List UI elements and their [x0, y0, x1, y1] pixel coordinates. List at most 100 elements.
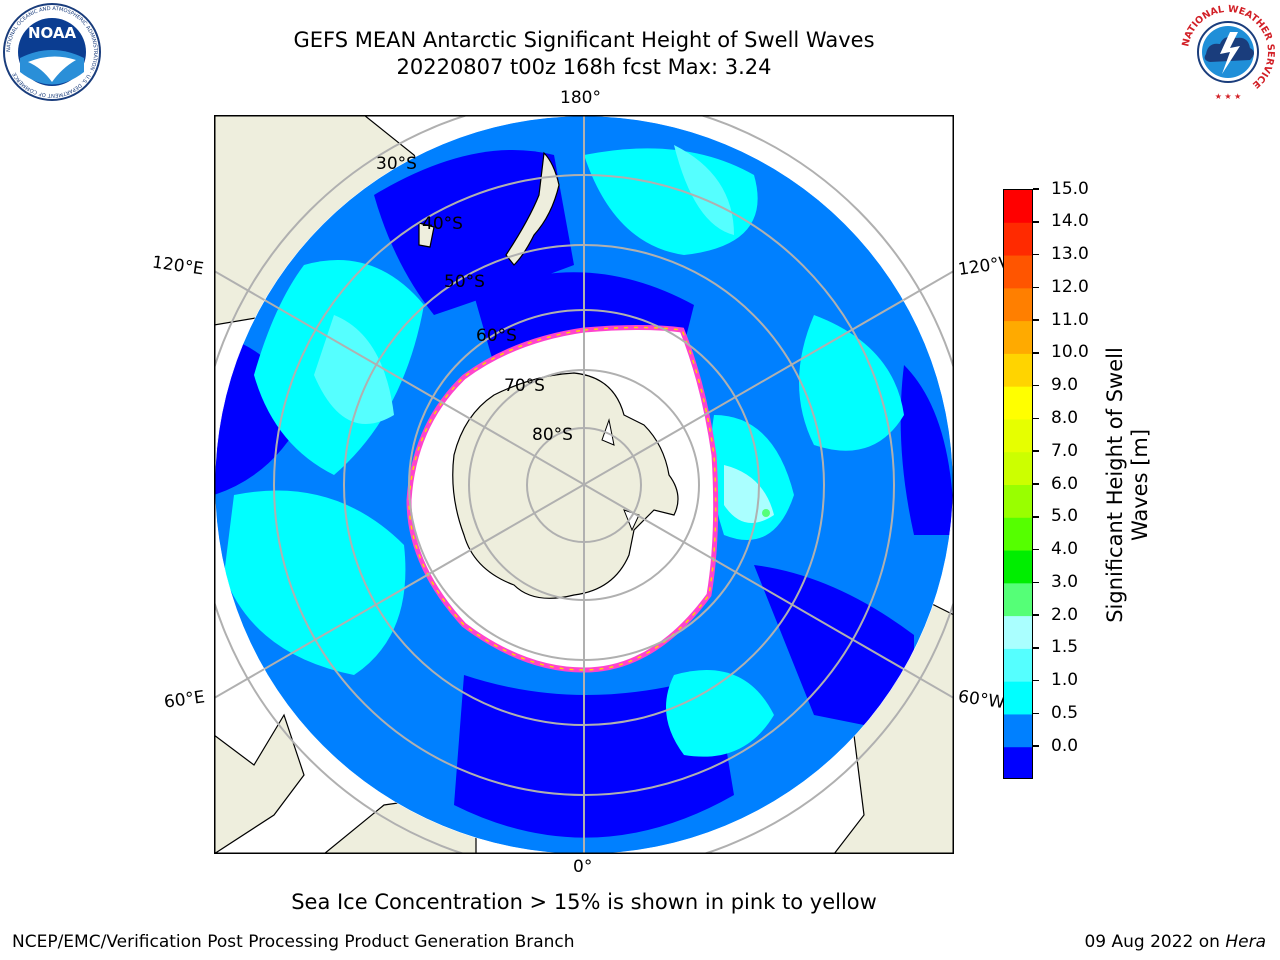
- tasmania-land: [418, 222, 435, 248]
- colorbar-tick-label: 9.0: [1051, 375, 1079, 396]
- colorbar-bin: [1004, 616, 1032, 650]
- colorbar-tick-mark: [1033, 253, 1039, 256]
- swell-high-bellingshausen: [724, 465, 774, 523]
- colorbar-bin: [1004, 583, 1032, 617]
- colorbar-bin: [1004, 321, 1032, 355]
- sea-ice-caption: Sea Ice Concentration > 15% is shown in …: [291, 890, 877, 914]
- colorbar-tick-label: 7.0: [1051, 440, 1079, 461]
- nws-logo: NATIONAL WEATHER SERVICE ★ ★ ★: [1180, 4, 1276, 101]
- swell-high-south-pacific: [674, 145, 734, 235]
- colorbar-tick-label: 1.0: [1051, 670, 1079, 691]
- colorbar-tick-mark: [1033, 188, 1039, 190]
- colorbar-bin: [1004, 747, 1032, 778]
- map-border: [214, 115, 954, 854]
- swell-low-east-pacific: [900, 365, 953, 535]
- colorbar-tick-mark: [1033, 712, 1039, 715]
- colorbar-bin: [1004, 419, 1032, 453]
- colorbar-tick-label: 12.0: [1051, 276, 1089, 297]
- colorbar-tick-mark: [1033, 450, 1039, 452]
- colorbar-tick-label: 10.0: [1051, 342, 1089, 363]
- antarctica-land: [452, 372, 679, 599]
- colorbar-tick-label: 3.0: [1051, 571, 1079, 592]
- colorbar-label: Significant Height of Swell Waves [m]: [1103, 347, 1153, 623]
- colorbar: [1003, 189, 1033, 779]
- polar-map: 30°S 40°S 50°S 60°S 70°S 80°S: [214, 115, 954, 854]
- colorbar-tick-label: 6.0: [1051, 473, 1079, 494]
- africa-land: [214, 713, 305, 854]
- colorbar-bin: [1004, 255, 1032, 289]
- colorbar-tick-label: 4.0: [1051, 539, 1079, 560]
- footer-date: 09 Aug 2022 on Hera: [1084, 932, 1266, 952]
- footer-host: Hera: [1225, 932, 1266, 952]
- lat-label-50s: 50°S: [444, 272, 485, 292]
- map-subtitle: 20220807 t00z 168h fcst Max: 3.24: [396, 55, 772, 79]
- colorbar-bin: [1004, 517, 1032, 552]
- swell-low-tasman: [374, 150, 574, 315]
- colorbar-tick-mark: [1033, 745, 1039, 747]
- colorbar-bin: [1004, 288, 1032, 322]
- noaa-logo: NOAA NATIONAL OCEANIC AND ATMOSPHERIC AD…: [3, 3, 101, 101]
- colorbar-tick-mark: [1033, 548, 1039, 551]
- colorbar-bin: [1004, 222, 1032, 257]
- colorbar-tick-label: 14.0: [1051, 211, 1089, 232]
- swell-mid-southern-indian: [224, 490, 406, 675]
- colorbar-bin: [1004, 485, 1032, 519]
- colorbar-tick-mark: [1033, 319, 1039, 321]
- colorbar-label-line1: Significant Height of Swell: [1103, 347, 1127, 623]
- swell-mid-weddell: [666, 670, 774, 757]
- map-title: GEFS MEAN Antarctic Significant Height o…: [293, 28, 875, 52]
- colorbar-tick-label: 1.5: [1051, 637, 1079, 658]
- lon-label-180: 180°: [560, 88, 601, 108]
- colorbar-bin: [1004, 681, 1032, 715]
- colorbar-label-line2: Waves [m]: [1128, 428, 1152, 542]
- colorbar-tick-label: 11.0: [1051, 309, 1089, 330]
- colorbar-tick-mark: [1033, 221, 1039, 223]
- colorbar-tick-mark: [1033, 286, 1039, 289]
- lon-label-60w: 60°W: [956, 686, 1007, 714]
- lat-label-70s: 70°S: [504, 376, 545, 396]
- colorbar-bin: [1004, 386, 1032, 420]
- colorbar-bin: [1004, 452, 1032, 486]
- lat-label-40s: 40°S: [422, 214, 463, 234]
- colorbar-tick-label: 13.0: [1051, 244, 1089, 265]
- colorbar-bin: [1004, 714, 1032, 748]
- colorbar-bin: [1004, 190, 1032, 224]
- lon-label-0: 0°: [573, 857, 593, 877]
- colorbar-tick-mark: [1033, 352, 1039, 354]
- colorbar-tick-mark: [1033, 581, 1039, 584]
- colorbar-tick-mark: [1033, 384, 1039, 387]
- colorbar-tick-label: 0.0: [1051, 735, 1079, 756]
- footer-credit: NCEP/EMC/Verification Post Processing Pr…: [12, 932, 575, 952]
- lon-label-120e: 120°E: [150, 252, 205, 280]
- colorbar-tick-mark: [1033, 647, 1039, 649]
- colorbar-tick-mark: [1033, 483, 1039, 485]
- meridian-60e-120w: [214, 269, 954, 700]
- colorbar-tick-label: 0.5: [1051, 702, 1079, 723]
- swell-high-indian: [314, 315, 394, 424]
- noaa-logo-text: NOAA: [28, 24, 77, 42]
- lat-label-30s: 30°S: [376, 154, 417, 174]
- colorbar-tick-label: 5.0: [1051, 506, 1079, 527]
- lat-label-80s: 80°S: [532, 425, 573, 445]
- colorbar-bin: [1004, 648, 1032, 683]
- colorbar-tick-mark: [1033, 516, 1039, 518]
- colorbar-tick-mark: [1033, 417, 1039, 420]
- colorbar-tick-label: 2.0: [1051, 604, 1079, 625]
- colorbar-tick-mark: [1033, 679, 1039, 682]
- colorbar-bins: [1004, 190, 1032, 778]
- colorbar-bin: [1004, 353, 1032, 388]
- colorbar-tick-label: 15.0: [1051, 178, 1089, 199]
- swell-low-drake: [754, 565, 914, 735]
- lat-label-60s: 60°S: [476, 326, 517, 346]
- swell-low-atlantic: [454, 675, 734, 838]
- lon-label-60e: 60°E: [162, 687, 207, 713]
- swell-mid-east-pacific: [799, 315, 904, 451]
- colorbar-tick-label: 8.0: [1051, 407, 1079, 428]
- swell-low-indian-west: [215, 335, 304, 495]
- swell-mid-south-pacific: [584, 148, 758, 255]
- footer-date-text: 09 Aug 2022 on: [1084, 932, 1220, 952]
- colorbar-bin: [1004, 550, 1032, 584]
- colorbar-tick-mark: [1033, 614, 1039, 616]
- swell-max-spot: [762, 509, 770, 517]
- svg-text:★ ★ ★: ★ ★ ★: [1215, 92, 1242, 101]
